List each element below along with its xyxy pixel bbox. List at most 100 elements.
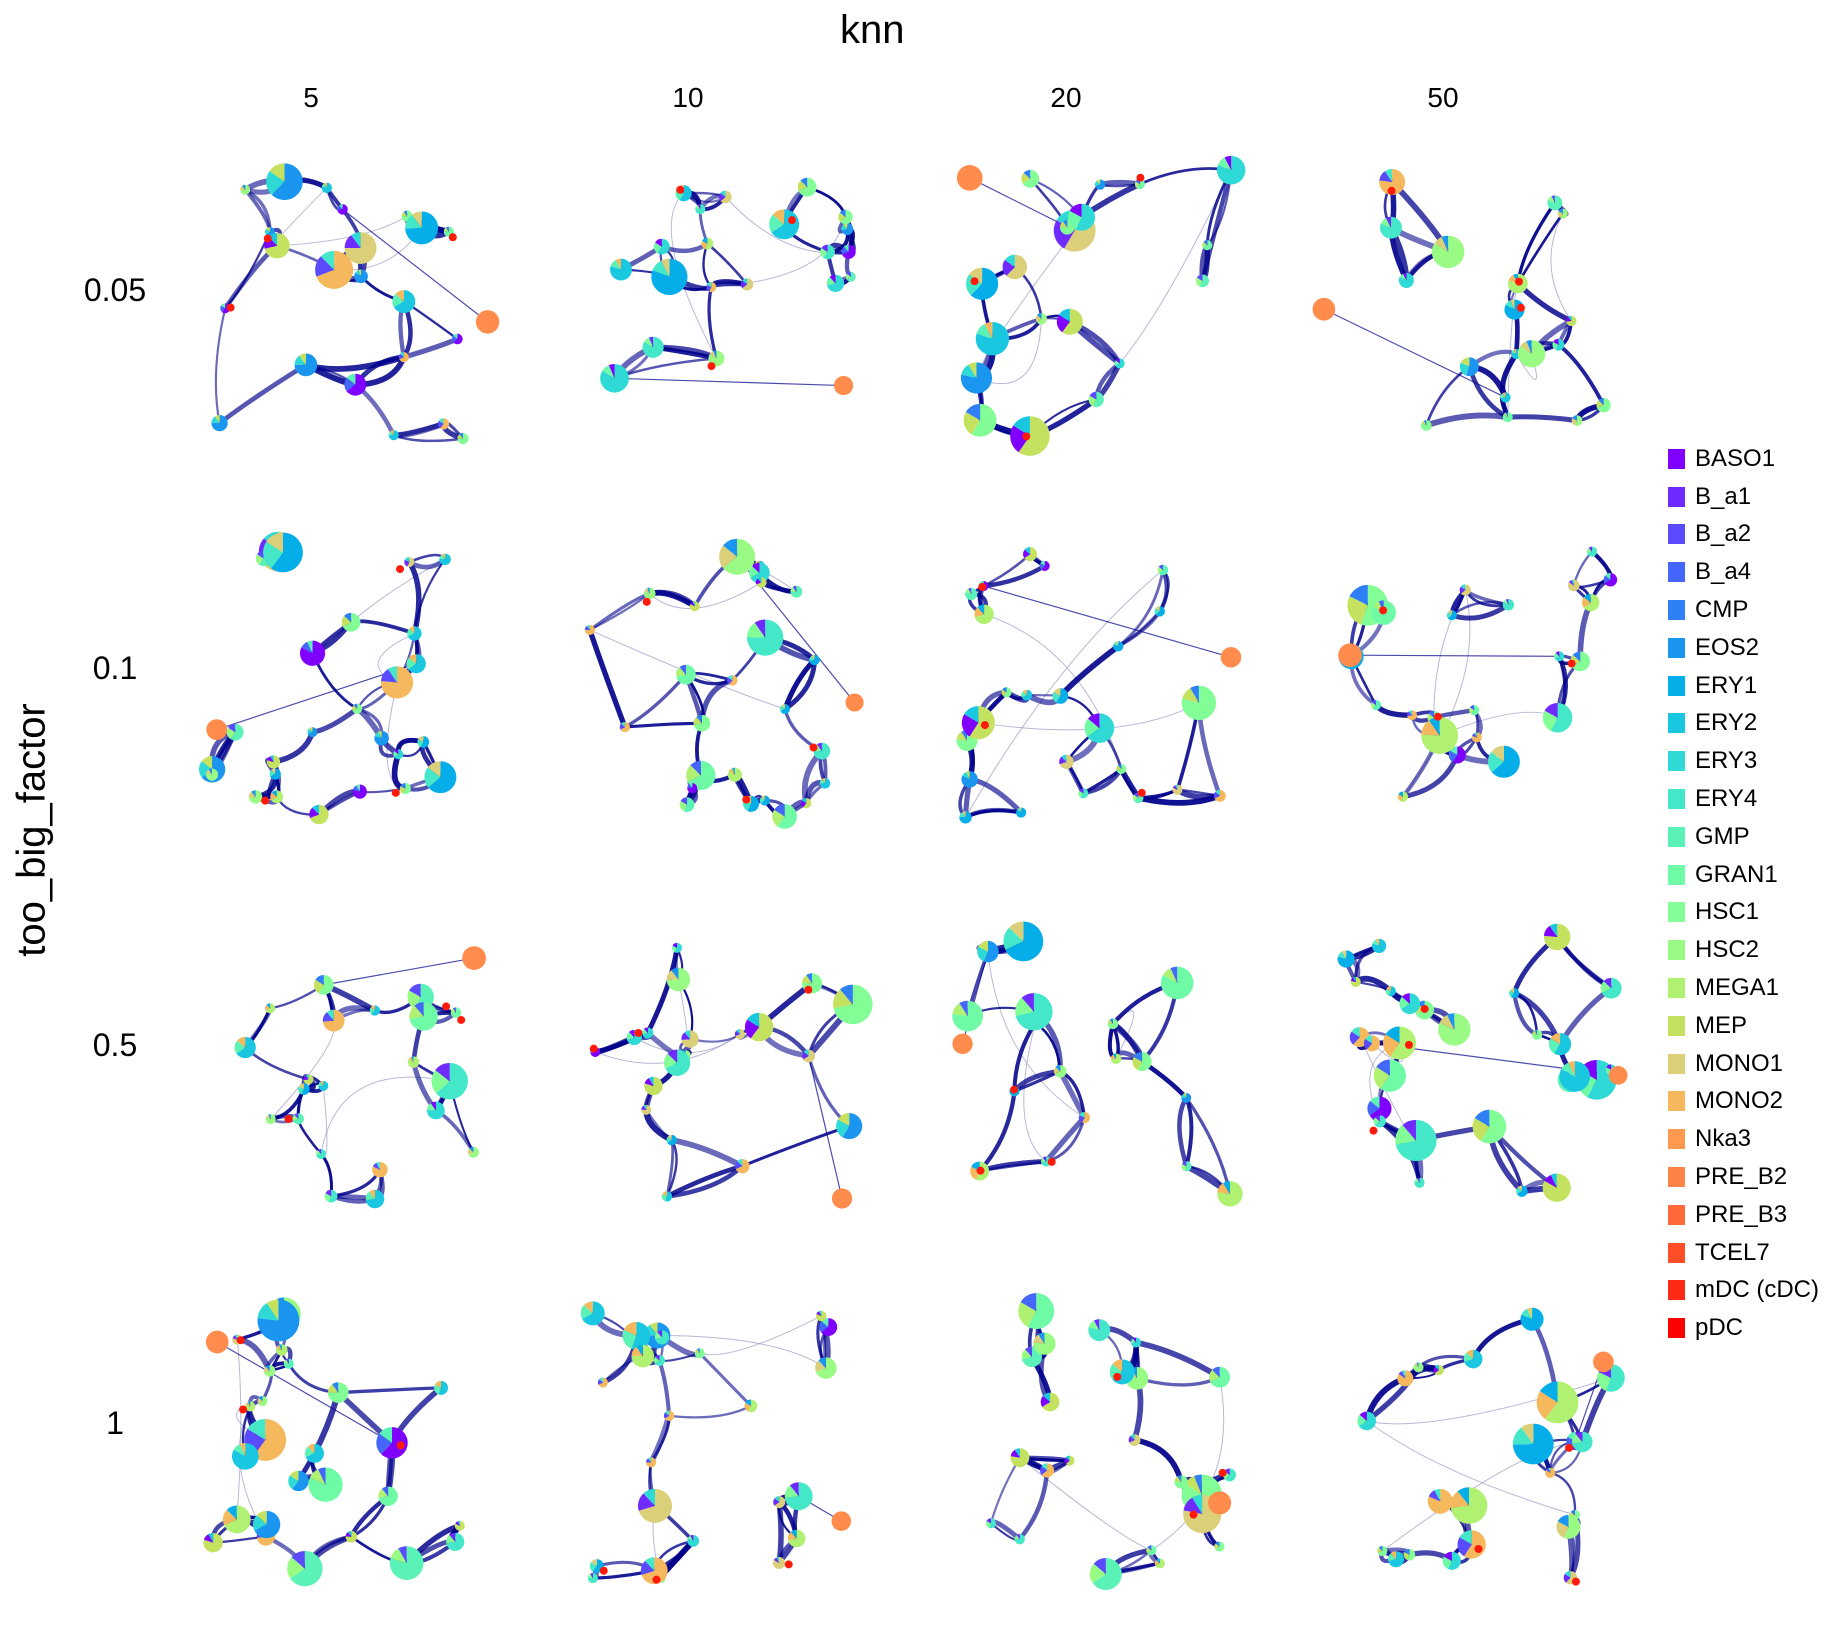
graph-node [245, 1401, 256, 1412]
graph-node [1021, 689, 1033, 701]
graph-node [316, 1149, 327, 1160]
graph-node [1014, 1533, 1025, 1545]
graph-node [787, 1529, 806, 1548]
legend-swatch [1668, 713, 1685, 734]
graph-node [970, 277, 979, 286]
graph-node [1154, 606, 1165, 617]
graph-edge [309, 706, 360, 735]
graph-node [952, 1000, 983, 1032]
graph-node [642, 336, 664, 358]
graph-node [701, 237, 714, 250]
graph-node [1181, 1092, 1192, 1103]
row-label-0-05: 0.05 [83, 272, 147, 308]
graph-node [671, 942, 682, 953]
graph-node [1216, 155, 1246, 185]
graph-node [642, 1027, 654, 1039]
graph-node [369, 1005, 380, 1016]
graph-node [801, 798, 812, 809]
legend-label: B_a1 [1695, 482, 1752, 510]
graph-edge [1057, 643, 1122, 699]
graph-node [1566, 315, 1577, 327]
graph-node [689, 601, 700, 612]
legend-label: MEP [1695, 1011, 1748, 1039]
graph-node [769, 209, 800, 240]
graph-node [240, 184, 251, 195]
graph-node [1438, 1013, 1471, 1046]
legend-label: ERY1 [1695, 671, 1758, 699]
graph-edge [707, 285, 719, 361]
graph-edge [967, 776, 1024, 816]
graph-svg [211, 163, 500, 445]
graph-edge [963, 807, 1024, 820]
graph-edge [808, 1055, 843, 1199]
graph-node [1403, 1548, 1416, 1561]
legend-item: CMP [1668, 591, 1819, 629]
graph-node [263, 532, 303, 573]
graph-node [378, 1486, 398, 1506]
graph-node [719, 190, 732, 204]
legend-item: ERY4 [1668, 780, 1819, 818]
graph-node [437, 418, 450, 430]
graph-node [1565, 1443, 1574, 1452]
graph-node [643, 587, 656, 600]
legend-item: mDC (cDC) [1668, 1272, 1819, 1310]
graph-node [266, 755, 281, 769]
graph-node [446, 1532, 465, 1551]
graph-edge [1017, 1468, 1050, 1542]
graph-node [779, 704, 790, 715]
legend-swatch [1668, 637, 1685, 658]
graph-edge [702, 242, 713, 289]
graph-node [1388, 1551, 1405, 1568]
graph-node [1582, 593, 1600, 612]
graph-node [1010, 1448, 1030, 1468]
graph-edge [987, 951, 1085, 1119]
graph-node [831, 1511, 852, 1531]
graph-node [727, 675, 738, 686]
graph-node [589, 1044, 598, 1053]
graph-node [826, 274, 845, 293]
graph-edge [296, 1117, 323, 1156]
graph-node [653, 1354, 666, 1367]
graph-panel-r2-c0 [180, 900, 510, 1230]
graph-node [380, 666, 414, 699]
graph-node [1160, 966, 1194, 1000]
graph-node [772, 1556, 786, 1569]
graph-node [1136, 173, 1145, 182]
graph-panel-r3-c0 [180, 1280, 510, 1610]
graph-edge [614, 377, 844, 387]
graph-node [452, 333, 463, 345]
graph-edge [1133, 1339, 1223, 1381]
graph-node [744, 1012, 774, 1042]
graph-panel-r3-c2 [935, 1280, 1265, 1610]
col-label-knn-10: 10 [672, 82, 704, 113]
graph-node [1209, 1366, 1231, 1388]
graph-node [211, 414, 228, 432]
graph-node [833, 376, 854, 396]
graph-node [292, 1113, 304, 1125]
row-label-0-5: 0.5 [92, 1027, 138, 1063]
graph-node [1552, 338, 1565, 351]
graph-node [1545, 1467, 1556, 1478]
graph-node [784, 1560, 793, 1569]
graph-node [298, 1083, 310, 1095]
graph-node [1542, 1173, 1571, 1202]
graph-node [1459, 357, 1479, 377]
graph-node [475, 310, 500, 334]
graph-node [1110, 1053, 1122, 1064]
graph-node [1010, 1085, 1019, 1094]
graph-node [315, 250, 354, 289]
graph-node [352, 784, 367, 799]
graph-node [820, 244, 835, 260]
graph-node [831, 1188, 853, 1209]
graph-node [1603, 572, 1618, 587]
legend-swatch [1668, 940, 1685, 961]
graph-node [1370, 700, 1381, 711]
graph-node [1128, 1434, 1141, 1446]
graph-node [1040, 1392, 1060, 1412]
graph-node [1414, 1177, 1425, 1188]
legend-label: ERY4 [1695, 785, 1758, 813]
legend: BASO1 B_a1 B_a2 B_a4 CMP EOS2 ERY1 ERY2 ERY3 ERY4… [1668, 440, 1819, 1347]
graph-node [1363, 1035, 1380, 1052]
graph-node [663, 1410, 675, 1421]
graph-node [845, 693, 864, 712]
